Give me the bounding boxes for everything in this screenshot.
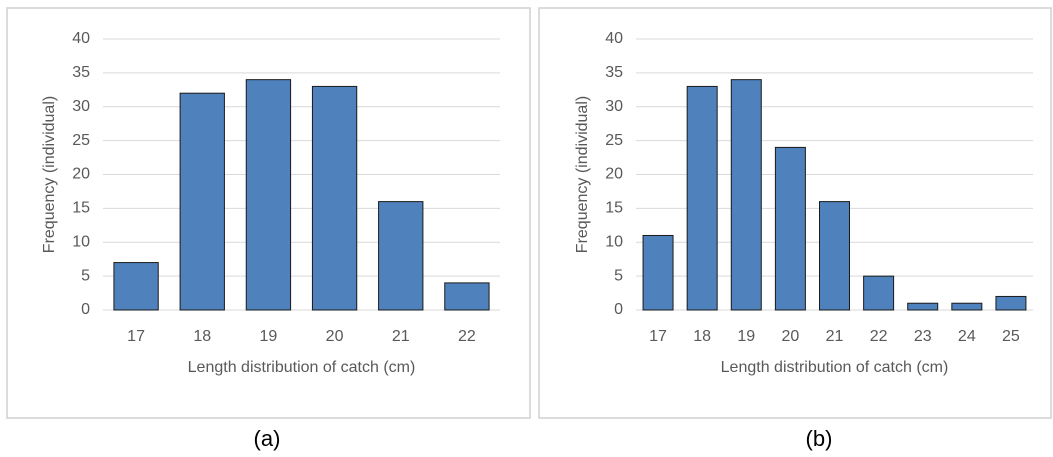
y-tick-label: 40 — [72, 30, 90, 47]
x-tick-label: 20 — [781, 328, 799, 345]
x-tick-label: 19 — [737, 328, 755, 345]
y-tick-label: 0 — [614, 301, 623, 318]
y-tick-label: 35 — [605, 64, 623, 81]
bar — [907, 302, 939, 311]
y-tick-label: 30 — [605, 98, 623, 115]
y-tick-label: 5 — [81, 267, 90, 284]
y-tick-label: 5 — [614, 267, 623, 284]
y-tick-label: 40 — [605, 30, 623, 47]
bar — [311, 85, 358, 311]
x-tick-label: 21 — [392, 328, 410, 345]
x-tick-label: 22 — [870, 328, 888, 345]
bar — [774, 146, 806, 311]
x-tick-label: 22 — [458, 328, 476, 345]
y-tick-label: 30 — [72, 98, 90, 115]
x-tick-label: 23 — [914, 328, 932, 345]
y-tick-label: 20 — [605, 166, 623, 183]
x-tick-label: 25 — [1002, 328, 1020, 345]
caption: (a) — [254, 426, 281, 451]
bar — [730, 79, 762, 311]
y-tick-label: 0 — [81, 301, 90, 318]
bar — [819, 201, 850, 311]
x-tick-label: 18 — [193, 328, 211, 345]
y-tick-label: 10 — [72, 233, 90, 250]
x-axis-title: Length distribution of catch (cm) — [721, 359, 949, 376]
bar — [686, 85, 718, 311]
y-tick-label: 15 — [72, 200, 90, 217]
x-tick-label: 17 — [649, 328, 667, 345]
x-axis-title: Length distribution of catch (cm) — [188, 359, 416, 376]
bar — [378, 201, 424, 311]
y-axis-title: Frequency (individual) — [41, 96, 58, 253]
bar — [995, 295, 1027, 311]
y-tick-label: 15 — [605, 200, 623, 217]
bar — [951, 302, 983, 311]
x-tick-label: 21 — [826, 328, 844, 345]
x-tick-label: 24 — [958, 328, 976, 345]
y-tick-label: 20 — [72, 166, 90, 183]
bar — [113, 262, 159, 311]
y-tick-label: 10 — [605, 233, 623, 250]
bar — [179, 92, 225, 311]
bar — [245, 79, 292, 311]
caption: (b) — [806, 426, 833, 451]
bar — [863, 275, 895, 311]
y-tick-label: 35 — [72, 64, 90, 81]
x-tick-label: 18 — [693, 328, 711, 345]
bar — [444, 282, 490, 311]
x-tick-label: 20 — [326, 328, 344, 345]
y-tick-label: 25 — [605, 132, 623, 149]
y-tick-label: 25 — [72, 132, 90, 149]
y-axis-title: Frequency (individual) — [574, 96, 591, 253]
x-tick-label: 19 — [260, 328, 278, 345]
bar — [642, 234, 674, 311]
x-tick-label: 17 — [127, 328, 145, 345]
